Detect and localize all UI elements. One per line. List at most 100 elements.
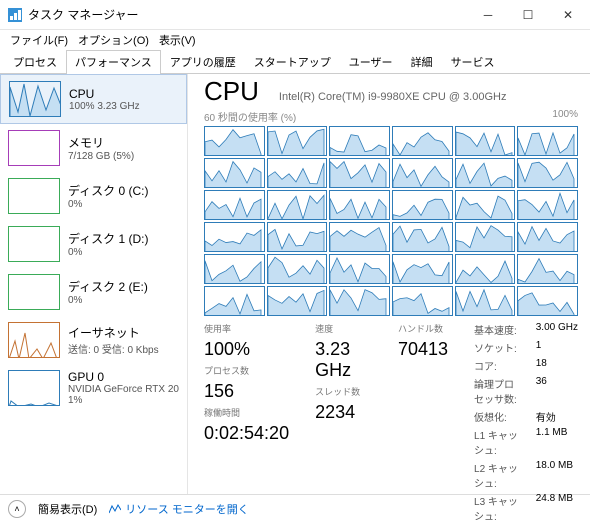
- tab-スタートアップ[interactable]: スタートアップ: [245, 50, 340, 73]
- core-cell: [267, 126, 328, 156]
- cpu-panel: CPU Intel(R) Core(TM) i9-9980XE CPU @ 3.…: [188, 74, 590, 494]
- tab-パフォーマンス[interactable]: パフォーマンス: [66, 50, 161, 74]
- sidebar-sub: 0%: [68, 247, 149, 258]
- core-cell: [204, 126, 265, 156]
- sidebar-title: GPU 0: [68, 370, 179, 384]
- detail-value: 3.00 GHz: [536, 322, 578, 337]
- cpu-model: Intel(R) Core(TM) i9-9980XE CPU @ 3.00GH…: [279, 91, 507, 103]
- axis-left: 60 秒間の使用率 (%): [204, 109, 296, 124]
- sidebar-item-eth[interactable]: イーサネット送信: 0 受信: 0 Kbps: [0, 316, 187, 364]
- sidebar-title: ディスク 1 (D:): [68, 230, 149, 247]
- detail-label: ソケット:: [474, 340, 522, 355]
- menu-file[interactable]: ファイル(F): [6, 31, 72, 49]
- app-icon: [8, 8, 22, 22]
- tab-プロセス[interactable]: プロセス: [4, 50, 66, 73]
- detail-label: コア:: [474, 358, 522, 373]
- core-cell: [392, 286, 453, 316]
- sidebar-item-gpu[interactable]: GPU 0NVIDIA GeForce RTX 201%: [0, 364, 187, 412]
- sidebar-item-disk[interactable]: ディスク 0 (C:)0%: [0, 172, 187, 220]
- stat-label: 稼働時間: [204, 406, 289, 419]
- core-cell: [267, 254, 328, 284]
- stat-label: 速度: [315, 322, 372, 335]
- sidebar: CPU100% 3.23 GHzメモリ7/128 GB (5%)ディスク 0 (…: [0, 74, 188, 494]
- core-cell: [517, 190, 578, 220]
- core-cell: [517, 222, 578, 252]
- close-button[interactable]: ✕: [548, 0, 588, 30]
- core-cell: [204, 222, 265, 252]
- minimize-button[interactable]: ─: [468, 0, 508, 30]
- stat-value: 156: [204, 381, 289, 402]
- core-cell: [204, 286, 265, 316]
- tab-サービス[interactable]: サービス: [442, 50, 504, 73]
- core-grid: [204, 126, 578, 316]
- monitor-icon: [109, 503, 121, 515]
- sidebar-sub: 0%: [68, 295, 148, 306]
- detail-label: L1 キャッシュ:: [474, 427, 522, 457]
- core-cell: [329, 222, 390, 252]
- sidebar-item-mem[interactable]: メモリ7/128 GB (5%): [0, 124, 187, 172]
- core-cell: [204, 254, 265, 284]
- core-cell: [392, 158, 453, 188]
- maximize-button[interactable]: ☐: [508, 0, 548, 30]
- core-cell: [329, 286, 390, 316]
- sidebar-sub: 100% 3.23 GHz: [69, 101, 140, 112]
- core-cell: [267, 190, 328, 220]
- core-cell: [267, 222, 328, 252]
- stat-label: 使用率: [204, 322, 289, 335]
- tab-アプリの履歴[interactable]: アプリの履歴: [161, 50, 245, 73]
- tab-ユーザー[interactable]: ユーザー: [340, 50, 402, 73]
- tab-詳細[interactable]: 詳細: [402, 50, 442, 73]
- core-cell: [455, 126, 516, 156]
- detail-label: 論理プロセッサ数:: [474, 376, 522, 406]
- stat-value: 100%: [204, 339, 289, 360]
- stat-label: スレッド数: [315, 385, 372, 398]
- detail-value: 24.8 MB: [536, 493, 578, 523]
- detail-label: 仮想化:: [474, 409, 522, 424]
- menu-view[interactable]: 表示(V): [155, 31, 200, 49]
- core-cell: [455, 222, 516, 252]
- sidebar-title: メモリ: [68, 134, 134, 151]
- detail-value: 1.1 MB: [536, 427, 578, 457]
- sidebar-sub: 7/128 GB (5%): [68, 151, 134, 162]
- detail-value: 36: [536, 376, 578, 406]
- titlebar: タスク マネージャー ─ ☐ ✕: [0, 0, 590, 30]
- core-cell: [392, 190, 453, 220]
- stat-value: 3.23 GHz: [315, 339, 372, 381]
- sidebar-title: CPU: [69, 87, 140, 101]
- core-cell: [455, 158, 516, 188]
- sidebar-title: ディスク 0 (C:): [68, 182, 149, 199]
- brief-view-button[interactable]: 簡易表示(D): [38, 501, 97, 517]
- core-cell: [517, 286, 578, 316]
- core-cell: [267, 158, 328, 188]
- detail-value: 1: [536, 340, 578, 355]
- core-cell: [329, 158, 390, 188]
- core-cell: [455, 286, 516, 316]
- core-cell: [455, 254, 516, 284]
- sidebar-sub: 送信: 0 受信: 0 Kbps: [68, 341, 159, 356]
- stat-label: ハンドル数: [398, 322, 448, 335]
- sidebar-sub: 0%: [68, 199, 149, 210]
- stat-value: 0:02:54:20: [204, 423, 289, 444]
- tab-strip: プロセスパフォーマンスアプリの履歴スタートアップユーザー詳細サービス: [0, 50, 590, 74]
- sidebar-item-cpu[interactable]: CPU100% 3.23 GHz: [0, 74, 187, 124]
- sidebar-sub: NVIDIA GeForce RTX 20: [68, 384, 179, 395]
- panel-heading: CPU: [204, 76, 259, 107]
- core-cell: [329, 190, 390, 220]
- detail-label: L2 キャッシュ:: [474, 460, 522, 490]
- core-cell: [455, 190, 516, 220]
- core-cell: [517, 158, 578, 188]
- core-cell: [392, 254, 453, 284]
- menubar: ファイル(F) オプション(O) 表示(V): [0, 30, 590, 50]
- sidebar-title: ディスク 2 (E:): [68, 278, 148, 295]
- core-cell: [204, 190, 265, 220]
- core-cell: [204, 158, 265, 188]
- sidebar-item-disk[interactable]: ディスク 2 (E:)0%: [0, 268, 187, 316]
- stat-label: プロセス数: [204, 364, 289, 377]
- sidebar-item-disk[interactable]: ディスク 1 (D:)0%: [0, 220, 187, 268]
- menu-options[interactable]: オプション(O): [74, 31, 153, 49]
- window-title: タスク マネージャー: [28, 6, 468, 23]
- resource-monitor-link[interactable]: リソース モニターを開く: [109, 501, 249, 517]
- collapse-icon[interactable]: ˄: [8, 500, 26, 518]
- core-cell: [329, 254, 390, 284]
- core-cell: [329, 126, 390, 156]
